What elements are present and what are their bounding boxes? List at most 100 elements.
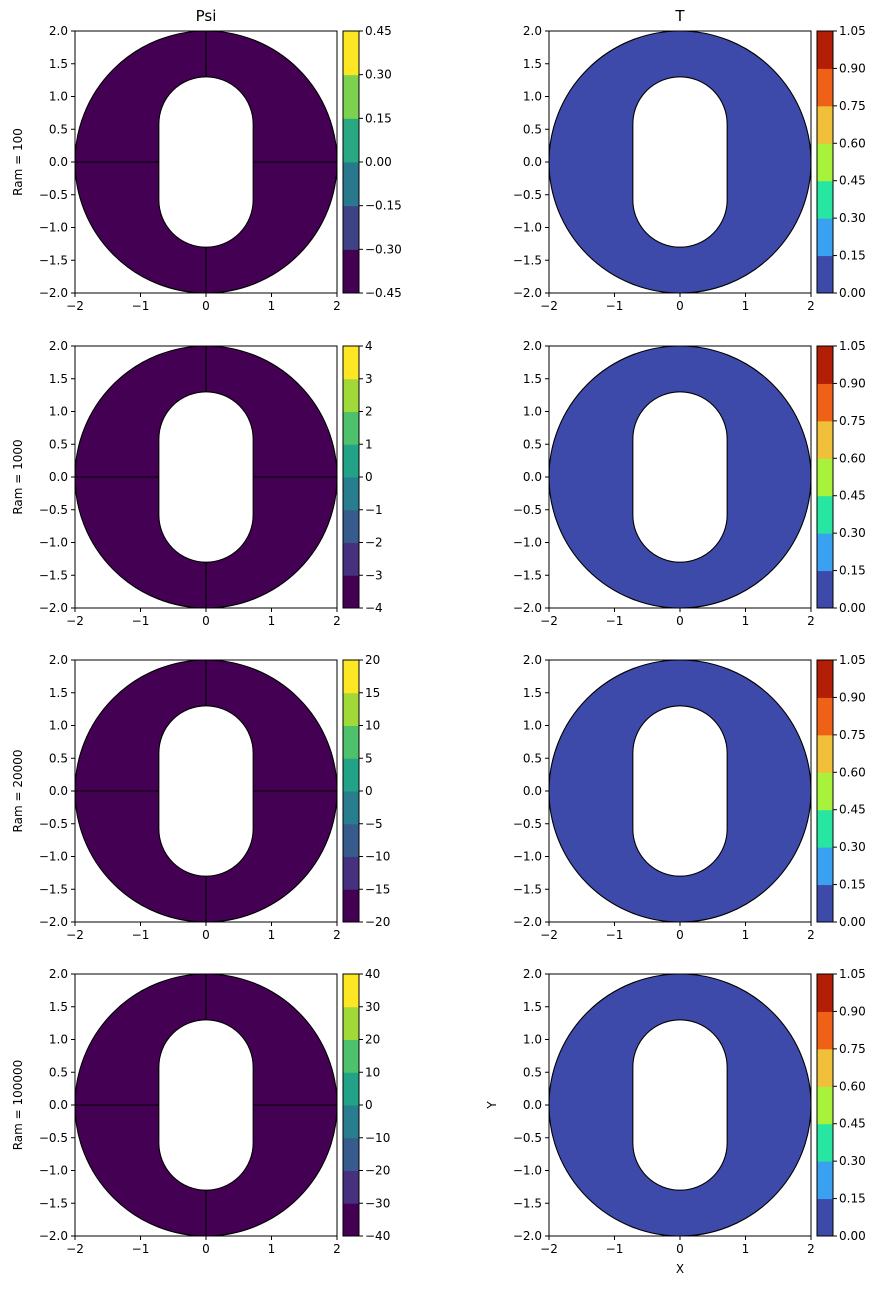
x-tick-label: 1 bbox=[742, 1242, 750, 1256]
colorbar-frame bbox=[816, 30, 834, 294]
y-tick-label: −1.0 bbox=[39, 221, 68, 235]
x-tick-label: 2 bbox=[807, 1242, 815, 1256]
y-tick-label: 0.5 bbox=[49, 751, 68, 765]
colorbar-tick-label: 0.60 bbox=[839, 451, 866, 465]
y-tick-label: 0.5 bbox=[523, 122, 542, 136]
y-tick-label: 2.0 bbox=[49, 967, 68, 981]
y-tick-label: 0.5 bbox=[49, 122, 68, 136]
zero-streamline bbox=[75, 660, 337, 922]
y-tick-label: −1.0 bbox=[39, 1164, 68, 1178]
y-tick-label: −1.0 bbox=[513, 1164, 542, 1178]
colorbar-tick-label: 0.15 bbox=[839, 1192, 866, 1206]
colorbar-tick-label: 20 bbox=[365, 653, 380, 667]
x-tick-label: −2 bbox=[540, 614, 558, 628]
y-tick-label: −0.5 bbox=[39, 1131, 68, 1145]
x-tick-label: 2 bbox=[333, 299, 341, 313]
colorbar-swatch-2 bbox=[343, 823, 359, 857]
colorbar-swatch-3 bbox=[817, 1086, 833, 1125]
colorbar-tick-label: 1 bbox=[365, 437, 373, 451]
colorbar-tick-label: 5 bbox=[365, 751, 373, 765]
y-tick-label: −0.5 bbox=[39, 503, 68, 517]
x-tick-label: −1 bbox=[132, 614, 150, 628]
colorbar-swatch-7 bbox=[343, 974, 359, 1008]
x-tick-label: −1 bbox=[606, 1242, 624, 1256]
x-tick-label: 0 bbox=[676, 614, 684, 628]
colorbar-swatch-0 bbox=[817, 884, 833, 923]
x-tick-label: −1 bbox=[132, 299, 150, 313]
x-tick-label: 0 bbox=[676, 1242, 684, 1256]
colorbar-tick-label: −20 bbox=[365, 1164, 390, 1178]
column-title-t: T bbox=[674, 7, 685, 25]
colorbar-swatch-4 bbox=[343, 1072, 359, 1106]
colorbar-tick-label: 0.90 bbox=[839, 61, 866, 75]
colorbar-swatch-7 bbox=[343, 660, 359, 694]
colorbar-swatch-6 bbox=[817, 974, 833, 1012]
colorbar-tick-label: 0.30 bbox=[839, 840, 866, 854]
x-tick-label: 1 bbox=[268, 928, 276, 942]
colorbar-tick-label: 0.00 bbox=[839, 286, 866, 300]
colorbar-swatch-2 bbox=[343, 162, 359, 207]
colorbar-swatch-5 bbox=[817, 68, 833, 107]
y-tick-label: 0.5 bbox=[523, 437, 542, 451]
x-tick-label: −2 bbox=[66, 928, 84, 942]
colorbar-tick-label: 0.90 bbox=[839, 690, 866, 704]
colorbar-swatch-1 bbox=[817, 847, 833, 886]
y-tick-label: −2.0 bbox=[513, 1229, 542, 1243]
y-tick-label: −2.0 bbox=[513, 601, 542, 615]
colorbar-tick-label: −2 bbox=[365, 536, 383, 550]
colorbar-tick-label: 0.75 bbox=[839, 414, 866, 428]
colorbar-tick-label: −40 bbox=[365, 1229, 390, 1243]
colorbar bbox=[342, 659, 363, 923]
colorbar-tick-label: 3 bbox=[365, 372, 373, 386]
colorbar-tick-label: 0.60 bbox=[839, 1079, 866, 1093]
y-tick-label: 2.0 bbox=[523, 339, 542, 353]
colorbar-tick-label: 15 bbox=[365, 686, 380, 700]
colorbar-swatch-2 bbox=[343, 1137, 359, 1171]
colorbar-swatch-7 bbox=[343, 346, 359, 380]
colorbar-swatch-1 bbox=[817, 218, 833, 257]
colorbar-tick-label: 0.00 bbox=[365, 155, 392, 169]
x-tick-label: −2 bbox=[66, 614, 84, 628]
colorbar-tick-label: −20 bbox=[365, 915, 390, 929]
y-tick-label: −0.5 bbox=[39, 817, 68, 831]
colorbar-swatch-6 bbox=[343, 378, 359, 412]
colorbar-swatch-3 bbox=[817, 143, 833, 182]
temperature-panel-3 bbox=[545, 973, 812, 1240]
contour-fill bbox=[549, 346, 811, 608]
x-tick-label: −2 bbox=[540, 1242, 558, 1256]
psi-panel-2 bbox=[71, 659, 338, 926]
y-tick-label: −2.0 bbox=[513, 286, 542, 300]
y-tick-label: −1.5 bbox=[39, 253, 68, 267]
y-tick-label: 0.0 bbox=[523, 470, 542, 484]
contour-fill bbox=[549, 31, 811, 293]
colorbar-swatch-6 bbox=[343, 692, 359, 726]
colorbar-tick-label: 30 bbox=[365, 1000, 380, 1014]
colorbar-swatch-1 bbox=[817, 1161, 833, 1200]
colorbar-tick-label: 1.05 bbox=[839, 339, 866, 353]
x-tick-label: 2 bbox=[333, 928, 341, 942]
y-tick-label: 2.0 bbox=[523, 653, 542, 667]
colorbar-tick-label: 1.05 bbox=[839, 967, 866, 981]
colorbar-tick-label: −4 bbox=[365, 601, 383, 615]
colorbar-swatch-3 bbox=[343, 1105, 359, 1139]
colorbar-tick-label: 0.00 bbox=[839, 1229, 866, 1243]
colorbar-tick-label: 0.60 bbox=[839, 765, 866, 779]
colorbar-tick-label: −0.30 bbox=[365, 242, 402, 256]
colorbar-tick-label: −0.15 bbox=[365, 199, 402, 213]
y-tick-label: 1.0 bbox=[523, 90, 542, 104]
colorbar-tick-label: 20 bbox=[365, 1033, 380, 1047]
colorbar-swatch-1 bbox=[343, 205, 359, 250]
y-tick-label: −1.0 bbox=[513, 536, 542, 550]
x-tick-label: 1 bbox=[742, 928, 750, 942]
y-tick-label: −0.5 bbox=[513, 1131, 542, 1145]
colorbar-swatch-0 bbox=[343, 249, 359, 294]
y-tick-label: 1.0 bbox=[523, 1033, 542, 1047]
colorbar-tick-label: 2 bbox=[365, 405, 373, 419]
contour-band-0 bbox=[75, 660, 337, 922]
y-tick-label: 0.5 bbox=[523, 1065, 542, 1079]
colorbar-tick-label: 0.15 bbox=[365, 111, 392, 125]
x-tick-label: −1 bbox=[606, 614, 624, 628]
y-tick-label: 1.5 bbox=[523, 1000, 542, 1014]
colorbar-tick-label: 0.15 bbox=[839, 878, 866, 892]
